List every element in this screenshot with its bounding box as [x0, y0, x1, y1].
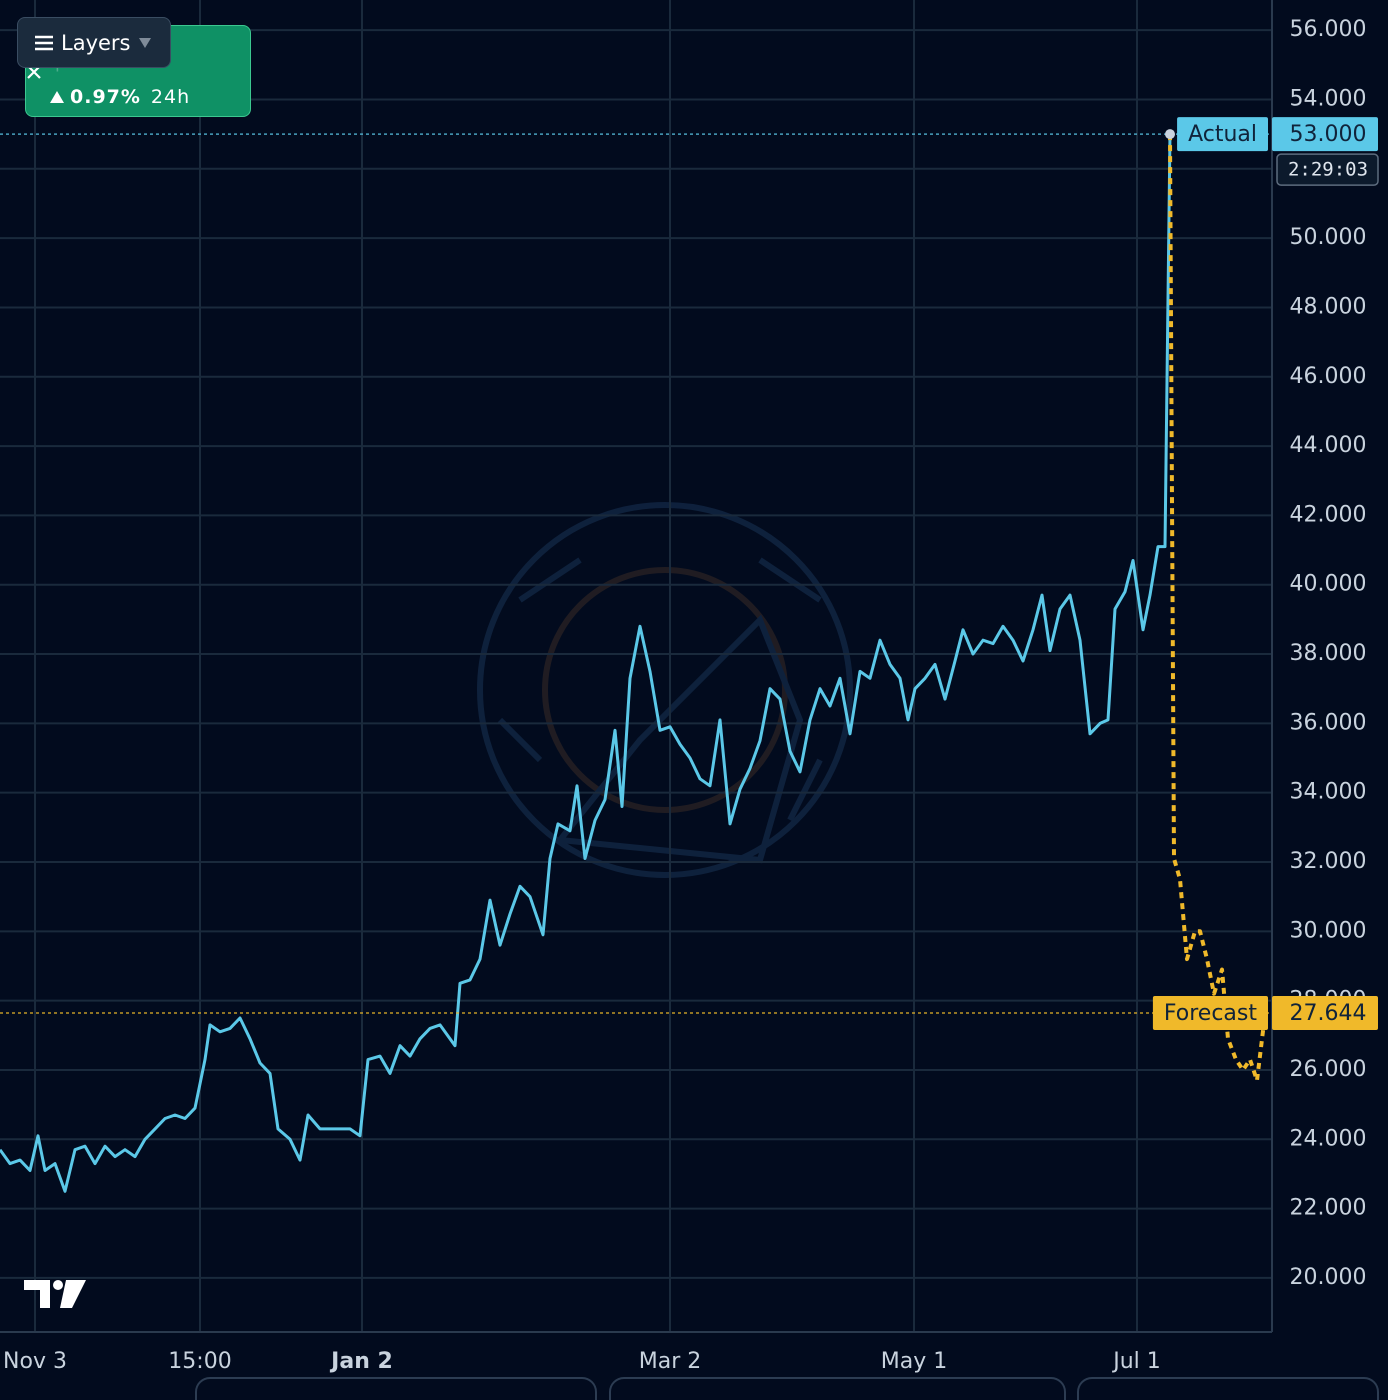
y-tick-label: 36.000: [1290, 710, 1367, 735]
price-tag-label: 27.644: [1290, 1001, 1367, 1026]
change: 0.97% 24h: [50, 86, 190, 108]
series-line: [1168, 134, 1267, 1083]
y-tick-label: 42.000: [1290, 502, 1367, 527]
price-tag: [1272, 117, 1378, 152]
series-tag: [1177, 117, 1268, 152]
grid: [0, 0, 1272, 1332]
y-tick-label: 24.000: [1290, 1126, 1367, 1151]
y-tick-label: 48.000: [1290, 294, 1367, 319]
countdown: 2:29:03: [1288, 159, 1368, 181]
menu-icon: [35, 35, 53, 50]
up-arrow: [50, 91, 64, 103]
layers-label: Layers: [61, 30, 131, 55]
axis-labels: 20.00022.00024.00026.00028.00030.00032.0…: [3, 17, 1366, 1374]
x-tick-label: Mar 2: [639, 1349, 702, 1374]
series-line: [0, 134, 1172, 1193]
tags: Actual 53.000 2:29:03 Forecast 27.644: [1152, 117, 1379, 1030]
tv-logo: [24, 1280, 86, 1308]
series-tag-name: Forecast: [1164, 1001, 1257, 1026]
y-tick-label: 56.000: [1290, 17, 1367, 42]
layers-button[interactable]: Layers: [17, 17, 171, 68]
watermark: [477, 502, 853, 878]
y-tick-label: 26.000: [1290, 1057, 1367, 1082]
y-tick-label: 20.000: [1290, 1265, 1367, 1290]
price-tag-label: 53.000: [1290, 122, 1367, 147]
change-value: 0.97%: [70, 86, 141, 108]
series-tag: [1152, 995, 1268, 1030]
y-tick-label: 46.000: [1290, 364, 1367, 389]
y-tick-label: 32.000: [1290, 849, 1367, 874]
y-tick-label: 38.000: [1290, 641, 1367, 666]
price-tag: [1272, 995, 1378, 1030]
dropdown-icon: [138, 37, 151, 48]
y-tick-label: 34.000: [1290, 780, 1367, 805]
period: 24h: [150, 86, 191, 108]
x-tick-label: 15:00: [168, 1349, 231, 1374]
x-tick-label: Nov 3: [3, 1349, 67, 1374]
countdown-box: [1276, 153, 1379, 186]
y-tick-label: 44.000: [1290, 433, 1367, 458]
x-tick-label: Jan 2: [329, 1349, 393, 1374]
y-tick-label: 40.000: [1290, 572, 1367, 597]
x-tick-label: Jul 1: [1111, 1349, 1161, 1374]
y-tick-label: 54.000: [1290, 86, 1367, 111]
last-point: [1165, 129, 1175, 140]
y-tick-label: 50.000: [1290, 225, 1367, 250]
y-tick-label: 30.000: [1290, 918, 1367, 943]
x-tick-label: May 1: [881, 1349, 947, 1374]
y-tick-label: 22.000: [1290, 1196, 1367, 1221]
series-tag-name: Actual: [1188, 122, 1257, 147]
bottom-toolbar: [195, 1377, 1379, 1400]
plot: [0, 133, 1272, 1193]
